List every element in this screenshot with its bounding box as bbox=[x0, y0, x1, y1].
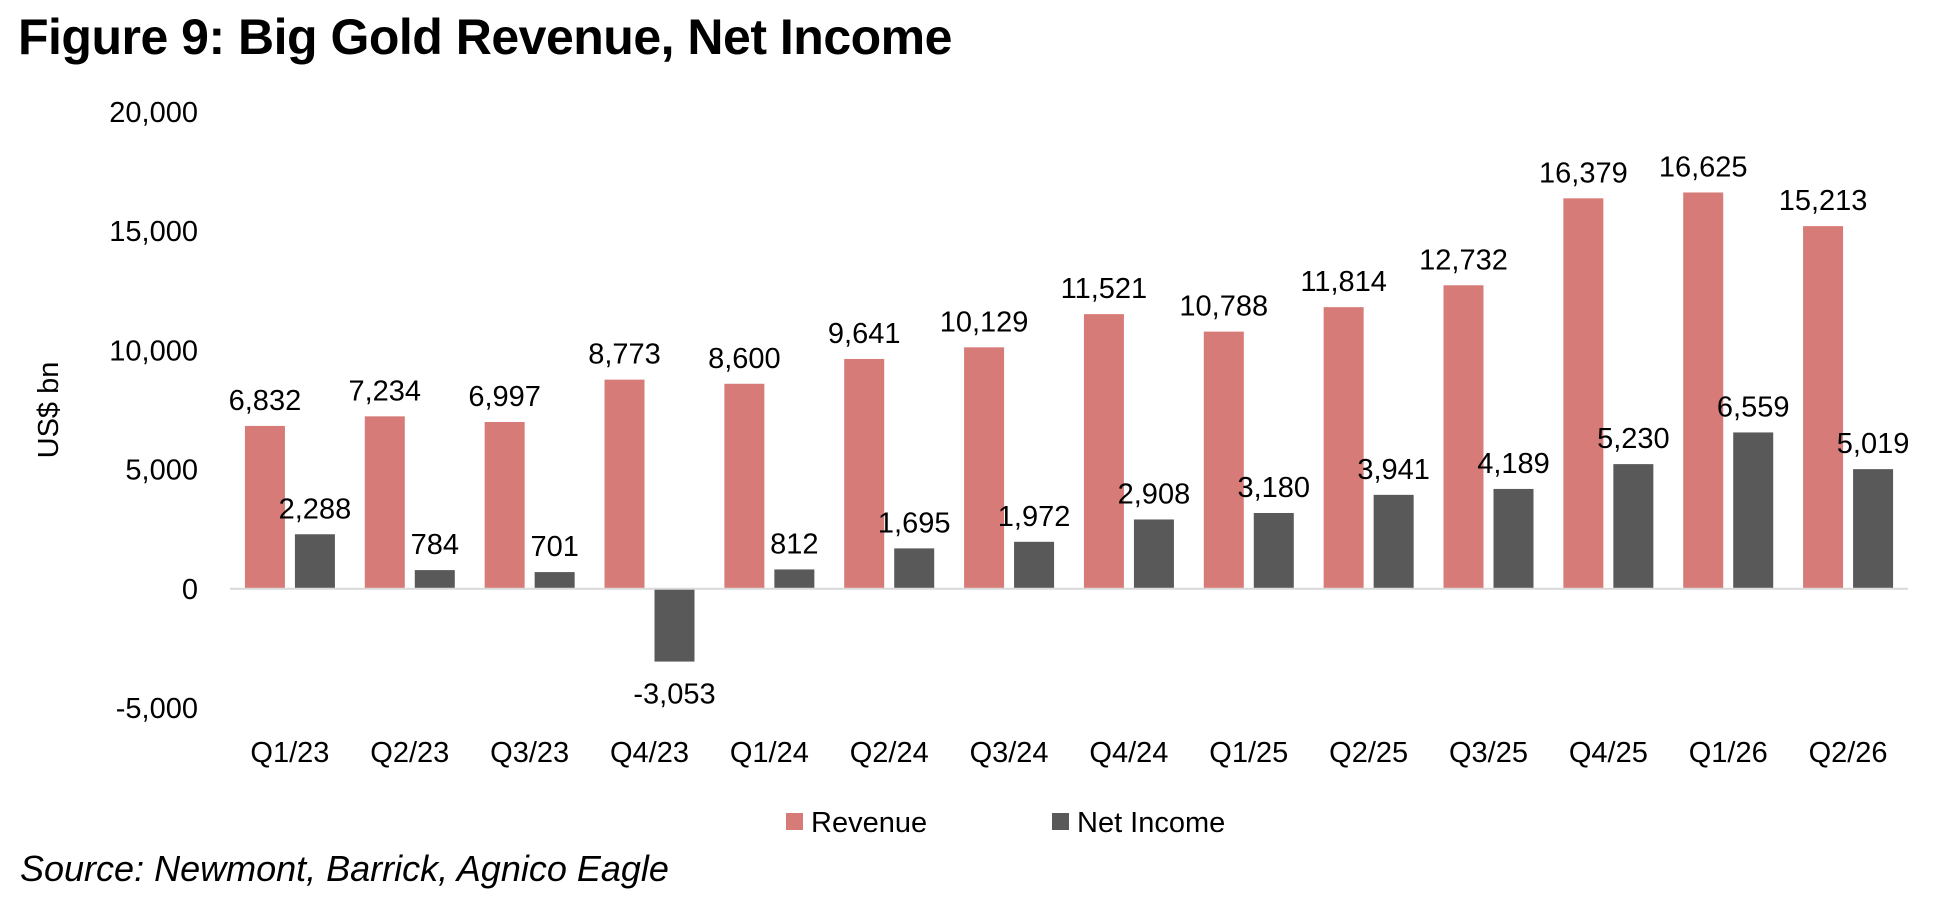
x-category-label: Q1/23 bbox=[250, 737, 329, 769]
x-category-label: Q3/25 bbox=[1449, 737, 1528, 769]
data-label-revenue: 16,625 bbox=[1659, 151, 1748, 183]
legend: Revenue Net Income bbox=[786, 807, 1225, 839]
bar-revenue bbox=[484, 421, 525, 589]
bar-revenue bbox=[844, 358, 885, 589]
data-label-revenue: 10,129 bbox=[940, 306, 1029, 338]
bar-revenue bbox=[1803, 226, 1844, 589]
category-labels: Q1/23 Q2/23 Q3/23 Q4/23 Q1/24 Q2/24 Q3/24 Q4/24… bbox=[250, 737, 1887, 769]
bar-revenue bbox=[604, 379, 645, 589]
data-label-revenue: 16,379 bbox=[1539, 157, 1628, 189]
x-category-label: Q2/23 bbox=[370, 737, 449, 769]
y-tick-label: 5,000 bbox=[125, 455, 198, 487]
bar-net-income bbox=[1733, 432, 1774, 589]
bar-net-income bbox=[774, 569, 815, 589]
data-label-revenue: 15,213 bbox=[1779, 185, 1868, 217]
bar-net-income bbox=[1493, 488, 1534, 589]
y-tick-label: 0 bbox=[182, 574, 198, 606]
legend-label-revenue: Revenue bbox=[811, 807, 927, 839]
x-category-label: Q3/23 bbox=[490, 737, 569, 769]
bar-revenue bbox=[964, 347, 1005, 589]
y-tick-label: -5,000 bbox=[116, 693, 198, 725]
x-category-label: Q1/26 bbox=[1689, 737, 1768, 769]
data-label-net-income: 5,230 bbox=[1597, 423, 1670, 455]
bar-net-income bbox=[894, 548, 935, 589]
data-label-net-income: 4,189 bbox=[1477, 448, 1550, 480]
bar-revenue bbox=[724, 383, 765, 589]
data-label-net-income: 3,941 bbox=[1357, 454, 1430, 486]
figure-title: Figure 9: Big Gold Revenue, Net Income bbox=[18, 9, 952, 65]
bar-revenue bbox=[1083, 314, 1124, 589]
y-axis-title: US$ bn bbox=[33, 362, 65, 459]
x-category-label: Q1/24 bbox=[730, 737, 809, 769]
bar-net-income bbox=[1253, 512, 1294, 589]
source-note: Source: Newmont, Barrick, Agnico Eagle bbox=[20, 848, 669, 889]
x-category-label: Q2/25 bbox=[1329, 737, 1408, 769]
data-label-net-income: 812 bbox=[770, 528, 818, 560]
bar-net-income bbox=[294, 534, 335, 589]
y-tick-label: 10,000 bbox=[109, 335, 198, 367]
data-label-revenue: 6,832 bbox=[229, 385, 302, 417]
data-label-revenue: 8,600 bbox=[708, 343, 781, 375]
bar-net-income bbox=[1373, 494, 1414, 589]
bar-revenue bbox=[364, 416, 405, 589]
data-label-revenue: 7,234 bbox=[348, 375, 421, 407]
legend-label-net-income: Net Income bbox=[1077, 807, 1225, 839]
bar-net-income bbox=[1133, 519, 1174, 589]
x-category-label: Q4/24 bbox=[1089, 737, 1168, 769]
data-label-net-income: 2,288 bbox=[279, 493, 352, 525]
data-label-revenue: 6,997 bbox=[468, 381, 541, 413]
y-tick-label: 15,000 bbox=[109, 216, 198, 248]
x-category-label: Q4/23 bbox=[610, 737, 689, 769]
bar-revenue bbox=[244, 425, 285, 589]
x-category-label: Q3/24 bbox=[970, 737, 1049, 769]
bar-net-income bbox=[534, 572, 575, 589]
bar-net-income bbox=[1853, 469, 1894, 589]
x-category-label: Q2/26 bbox=[1809, 737, 1888, 769]
x-category-label: Q2/24 bbox=[850, 737, 929, 769]
x-category-label: Q4/25 bbox=[1569, 737, 1648, 769]
data-label-net-income: -3,053 bbox=[633, 679, 715, 711]
data-label-net-income: 5,019 bbox=[1837, 428, 1910, 460]
data-label-revenue: 9,641 bbox=[828, 318, 901, 350]
bar-net-income bbox=[1613, 464, 1654, 589]
bar-net-income bbox=[1014, 541, 1055, 589]
data-label-revenue: 10,788 bbox=[1179, 291, 1268, 323]
data-label-revenue: 12,732 bbox=[1419, 244, 1508, 276]
data-label-net-income: 2,908 bbox=[1118, 478, 1191, 510]
bar-revenue bbox=[1443, 285, 1484, 589]
data-labels: 6,832 2,288 7,234 784 6,997 701 8,773 -3,053 8,6… bbox=[229, 151, 1910, 710]
data-label-net-income: 1,695 bbox=[878, 507, 951, 539]
y-axis-ticks: -5,000 0 5,000 10,000 15,000 20,000 bbox=[109, 97, 198, 725]
data-label-revenue: 8,773 bbox=[588, 339, 661, 371]
bar-revenue bbox=[1323, 307, 1364, 589]
bar-net-income bbox=[414, 570, 455, 589]
data-label-net-income: 701 bbox=[530, 531, 578, 563]
data-label-revenue: 11,521 bbox=[1061, 273, 1148, 305]
data-label-net-income: 3,180 bbox=[1237, 472, 1310, 504]
x-category-label: Q1/25 bbox=[1209, 737, 1288, 769]
data-label-revenue: 11,814 bbox=[1300, 266, 1387, 298]
data-label-net-income: 784 bbox=[411, 529, 459, 561]
bars bbox=[244, 192, 1894, 662]
legend-swatch-net-income bbox=[1052, 813, 1069, 830]
bar-revenue bbox=[1683, 192, 1724, 589]
data-label-net-income: 1,972 bbox=[998, 501, 1071, 533]
data-label-net-income: 6,559 bbox=[1717, 391, 1790, 423]
bar-net-income bbox=[654, 588, 695, 662]
bar-revenue bbox=[1203, 331, 1244, 589]
bar-revenue bbox=[1563, 198, 1604, 589]
legend-swatch-revenue bbox=[786, 813, 803, 830]
y-axis-title-group: US$ bn bbox=[33, 362, 65, 459]
y-tick-label: 20,000 bbox=[109, 97, 198, 129]
